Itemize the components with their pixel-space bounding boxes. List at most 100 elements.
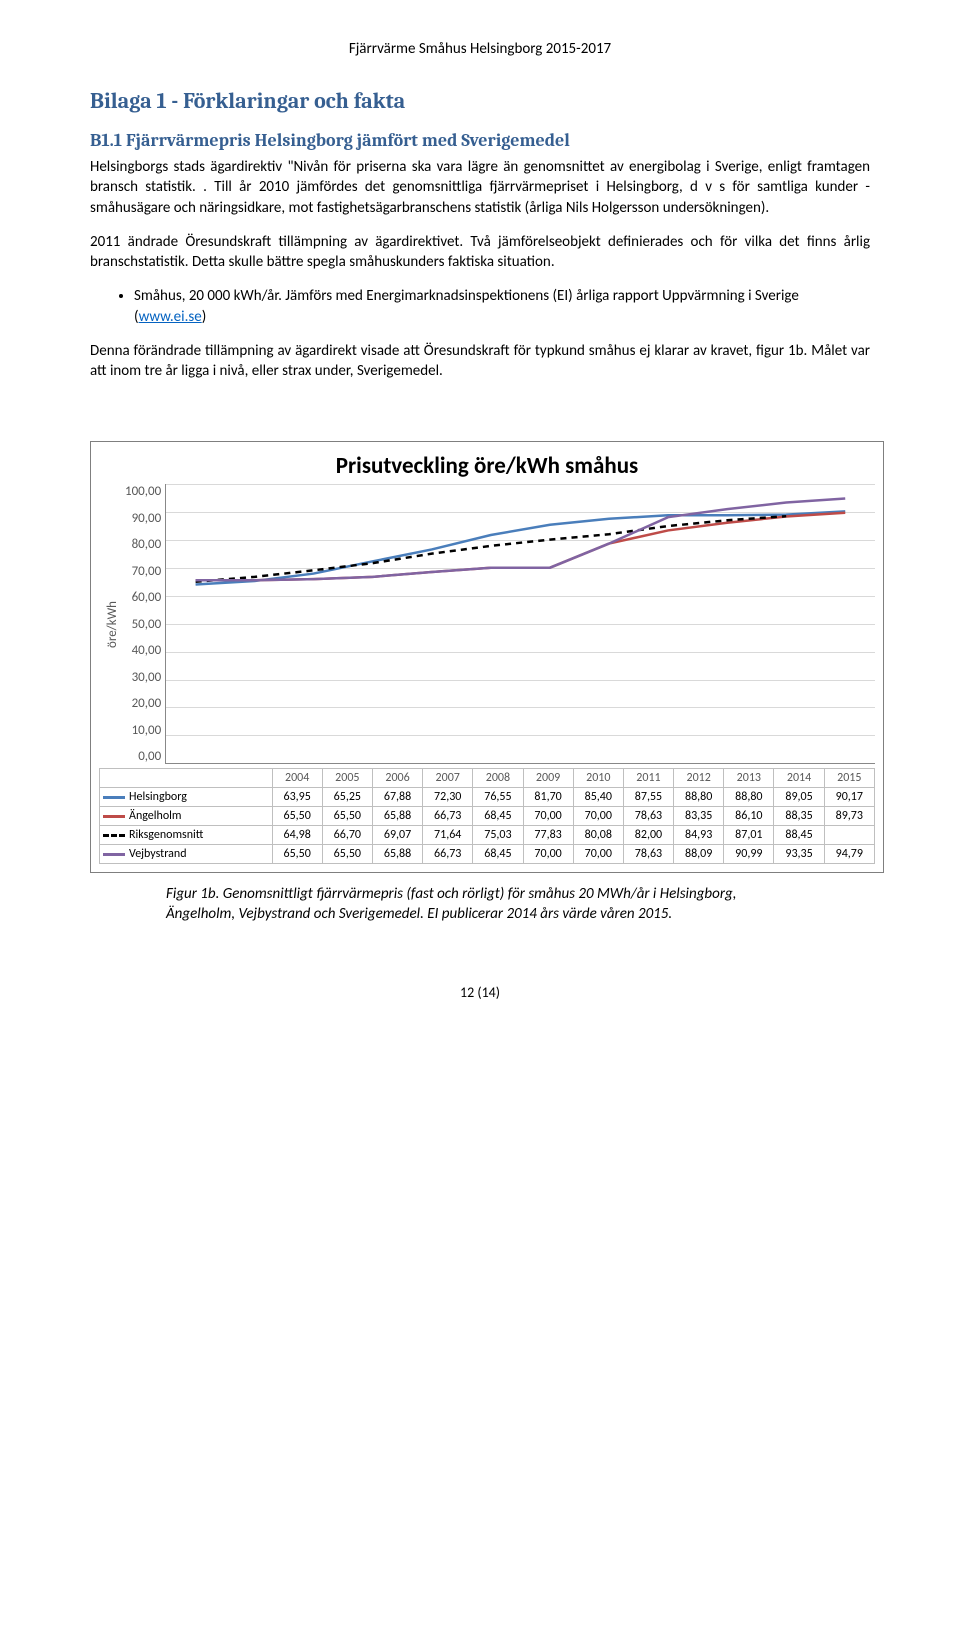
table-cell: 94,79 <box>824 845 874 864</box>
chart-y-tick: 100,00 <box>125 484 161 499</box>
paragraph-3: Denna förändrade tillämpning av ägardire… <box>90 341 870 382</box>
chart-data-table: 2004200520062007200820092010201120122013… <box>99 768 875 864</box>
chart-y-tick: 10,00 <box>125 723 161 738</box>
table-row: Vejbystrand65,5065,5065,8866,7368,4570,0… <box>100 845 875 864</box>
section-title: Bilaga 1 - Förklaringar och fakta <box>90 88 870 114</box>
table-cell: 65,50 <box>322 807 372 826</box>
table-cell: 70,00 <box>573 807 623 826</box>
link-ei-se[interactable]: www.ei.se <box>139 308 202 326</box>
table-row: Riksgenomsnitt64,9866,7069,0771,6475,037… <box>100 826 875 845</box>
table-cell: 88,35 <box>774 807 824 826</box>
chart-title: Prisutveckling öre/kWh småhus <box>99 452 875 480</box>
table-year-header: 2013 <box>724 769 774 788</box>
table-cell: 83,35 <box>674 807 724 826</box>
table-cell <box>824 826 874 845</box>
table-row: Helsingborg 63,9565,2567,8872,3076,5581,7… <box>100 788 875 807</box>
chart-series-line <box>196 499 846 581</box>
legend-swatch <box>103 815 125 818</box>
paragraph-2: 2011 ändrade Öresundskraft tillämpning a… <box>90 232 870 273</box>
table-year-header: 2011 <box>623 769 673 788</box>
table-cell: 75,03 <box>473 826 523 845</box>
table-cell: 89,73 <box>824 807 874 826</box>
table-cell: 68,45 <box>473 845 523 864</box>
table-row: Ängelholm65,5065,5065,8866,7368,4570,007… <box>100 807 875 826</box>
table-cell: 78,63 <box>623 807 673 826</box>
series-label-cell: Riksgenomsnitt <box>100 826 273 845</box>
chart-y-tick: 0,00 <box>125 749 161 764</box>
table-cell: 76,55 <box>473 788 523 807</box>
table-cell: 89,05 <box>774 788 824 807</box>
table-cell: 78,63 <box>623 845 673 864</box>
table-cell: 85,40 <box>573 788 623 807</box>
paragraph-1: Helsingborgs stads ägardirektiv "Nivån f… <box>90 157 870 218</box>
chart-container: Prisutveckling öre/kWh småhus öre/kWh 10… <box>90 441 884 873</box>
table-cell: 65,50 <box>272 807 322 826</box>
table-cell: 67,88 <box>372 788 422 807</box>
table-year-header: 2008 <box>473 769 523 788</box>
table-year-header: 2005 <box>322 769 372 788</box>
table-cell: 65,50 <box>272 845 322 864</box>
table-cell: 70,00 <box>523 845 573 864</box>
chart-y-tick: 90,00 <box>125 511 161 526</box>
table-cell: 88,80 <box>674 788 724 807</box>
table-cell: 71,64 <box>423 826 473 845</box>
chart-y-tick: 50,00 <box>125 617 161 632</box>
bullet-text-a: Småhus, 20 000 kWh/år. Jämförs med Energ… <box>134 287 799 325</box>
table-cell: 65,88 <box>372 807 422 826</box>
series-label-cell: Helsingborg <box>100 788 273 807</box>
table-cell: 88,45 <box>774 826 824 845</box>
table-cell: 65,50 <box>322 845 372 864</box>
table-year-header: 2015 <box>824 769 874 788</box>
chart-series-line <box>196 513 846 581</box>
table-cell: 84,93 <box>674 826 724 845</box>
chart-y-tick: 80,00 <box>125 537 161 552</box>
table-cell: 69,07 <box>372 826 422 845</box>
table-year-header: 2006 <box>372 769 422 788</box>
table-cell: 93,35 <box>774 845 824 864</box>
table-cell: 66,70 <box>322 826 372 845</box>
table-cell: 70,00 <box>573 845 623 864</box>
table-cell: 70,00 <box>523 807 573 826</box>
table-cell: 87,55 <box>623 788 673 807</box>
figure-caption: Figur 1b. Genomsnittligt fjärrvärmepris … <box>166 885 806 924</box>
legend-swatch <box>103 834 125 837</box>
subsection-title: B1.1 Fjärrvärmepris Helsingborg jämfört … <box>90 130 870 151</box>
chart-y-tick: 70,00 <box>125 564 161 579</box>
table-cell: 88,09 <box>674 845 724 864</box>
table-corner-cell <box>100 769 273 788</box>
bullet-item: Småhus, 20 000 kWh/år. Jämförs med Energ… <box>134 286 870 327</box>
table-year-header: 2014 <box>774 769 824 788</box>
table-year-header: 2009 <box>523 769 573 788</box>
series-name: Vejbystrand <box>129 847 187 861</box>
table-cell: 80,08 <box>573 826 623 845</box>
chart-y-tick: 60,00 <box>125 590 161 605</box>
table-cell: 63,95 <box>272 788 322 807</box>
series-name: Ängelholm <box>129 809 182 823</box>
series-name: Riksgenomsnitt <box>129 828 203 842</box>
table-year-header: 2007 <box>423 769 473 788</box>
table-cell: 82,00 <box>623 826 673 845</box>
table-cell: 90,99 <box>724 845 774 864</box>
table-cell: 86,10 <box>724 807 774 826</box>
legend-swatch <box>103 853 125 856</box>
table-cell: 65,25 <box>322 788 372 807</box>
bullet-text-b: ) <box>202 308 207 326</box>
document-header: Fjärrvärme Småhus Helsingborg 2015-2017 <box>90 40 870 58</box>
table-cell: 72,30 <box>423 788 473 807</box>
series-label-cell: Vejbystrand <box>100 845 273 864</box>
table-cell: 66,73 <box>423 845 473 864</box>
table-cell: 66,73 <box>423 807 473 826</box>
table-cell: 90,17 <box>824 788 874 807</box>
chart-y-tick: 20,00 <box>125 696 161 711</box>
series-name: Helsingborg <box>129 790 187 804</box>
chart-y-tick: 30,00 <box>125 670 161 685</box>
table-cell: 64,98 <box>272 826 322 845</box>
table-cell: 68,45 <box>473 807 523 826</box>
page-number: 12 (14) <box>90 984 870 1001</box>
table-cell: 87,01 <box>724 826 774 845</box>
chart-series-line <box>196 512 846 585</box>
series-label-cell: Ängelholm <box>100 807 273 826</box>
bullet-list: Småhus, 20 000 kWh/år. Jämförs med Energ… <box>90 286 870 327</box>
table-cell: 81,70 <box>523 788 573 807</box>
legend-swatch <box>103 796 125 799</box>
